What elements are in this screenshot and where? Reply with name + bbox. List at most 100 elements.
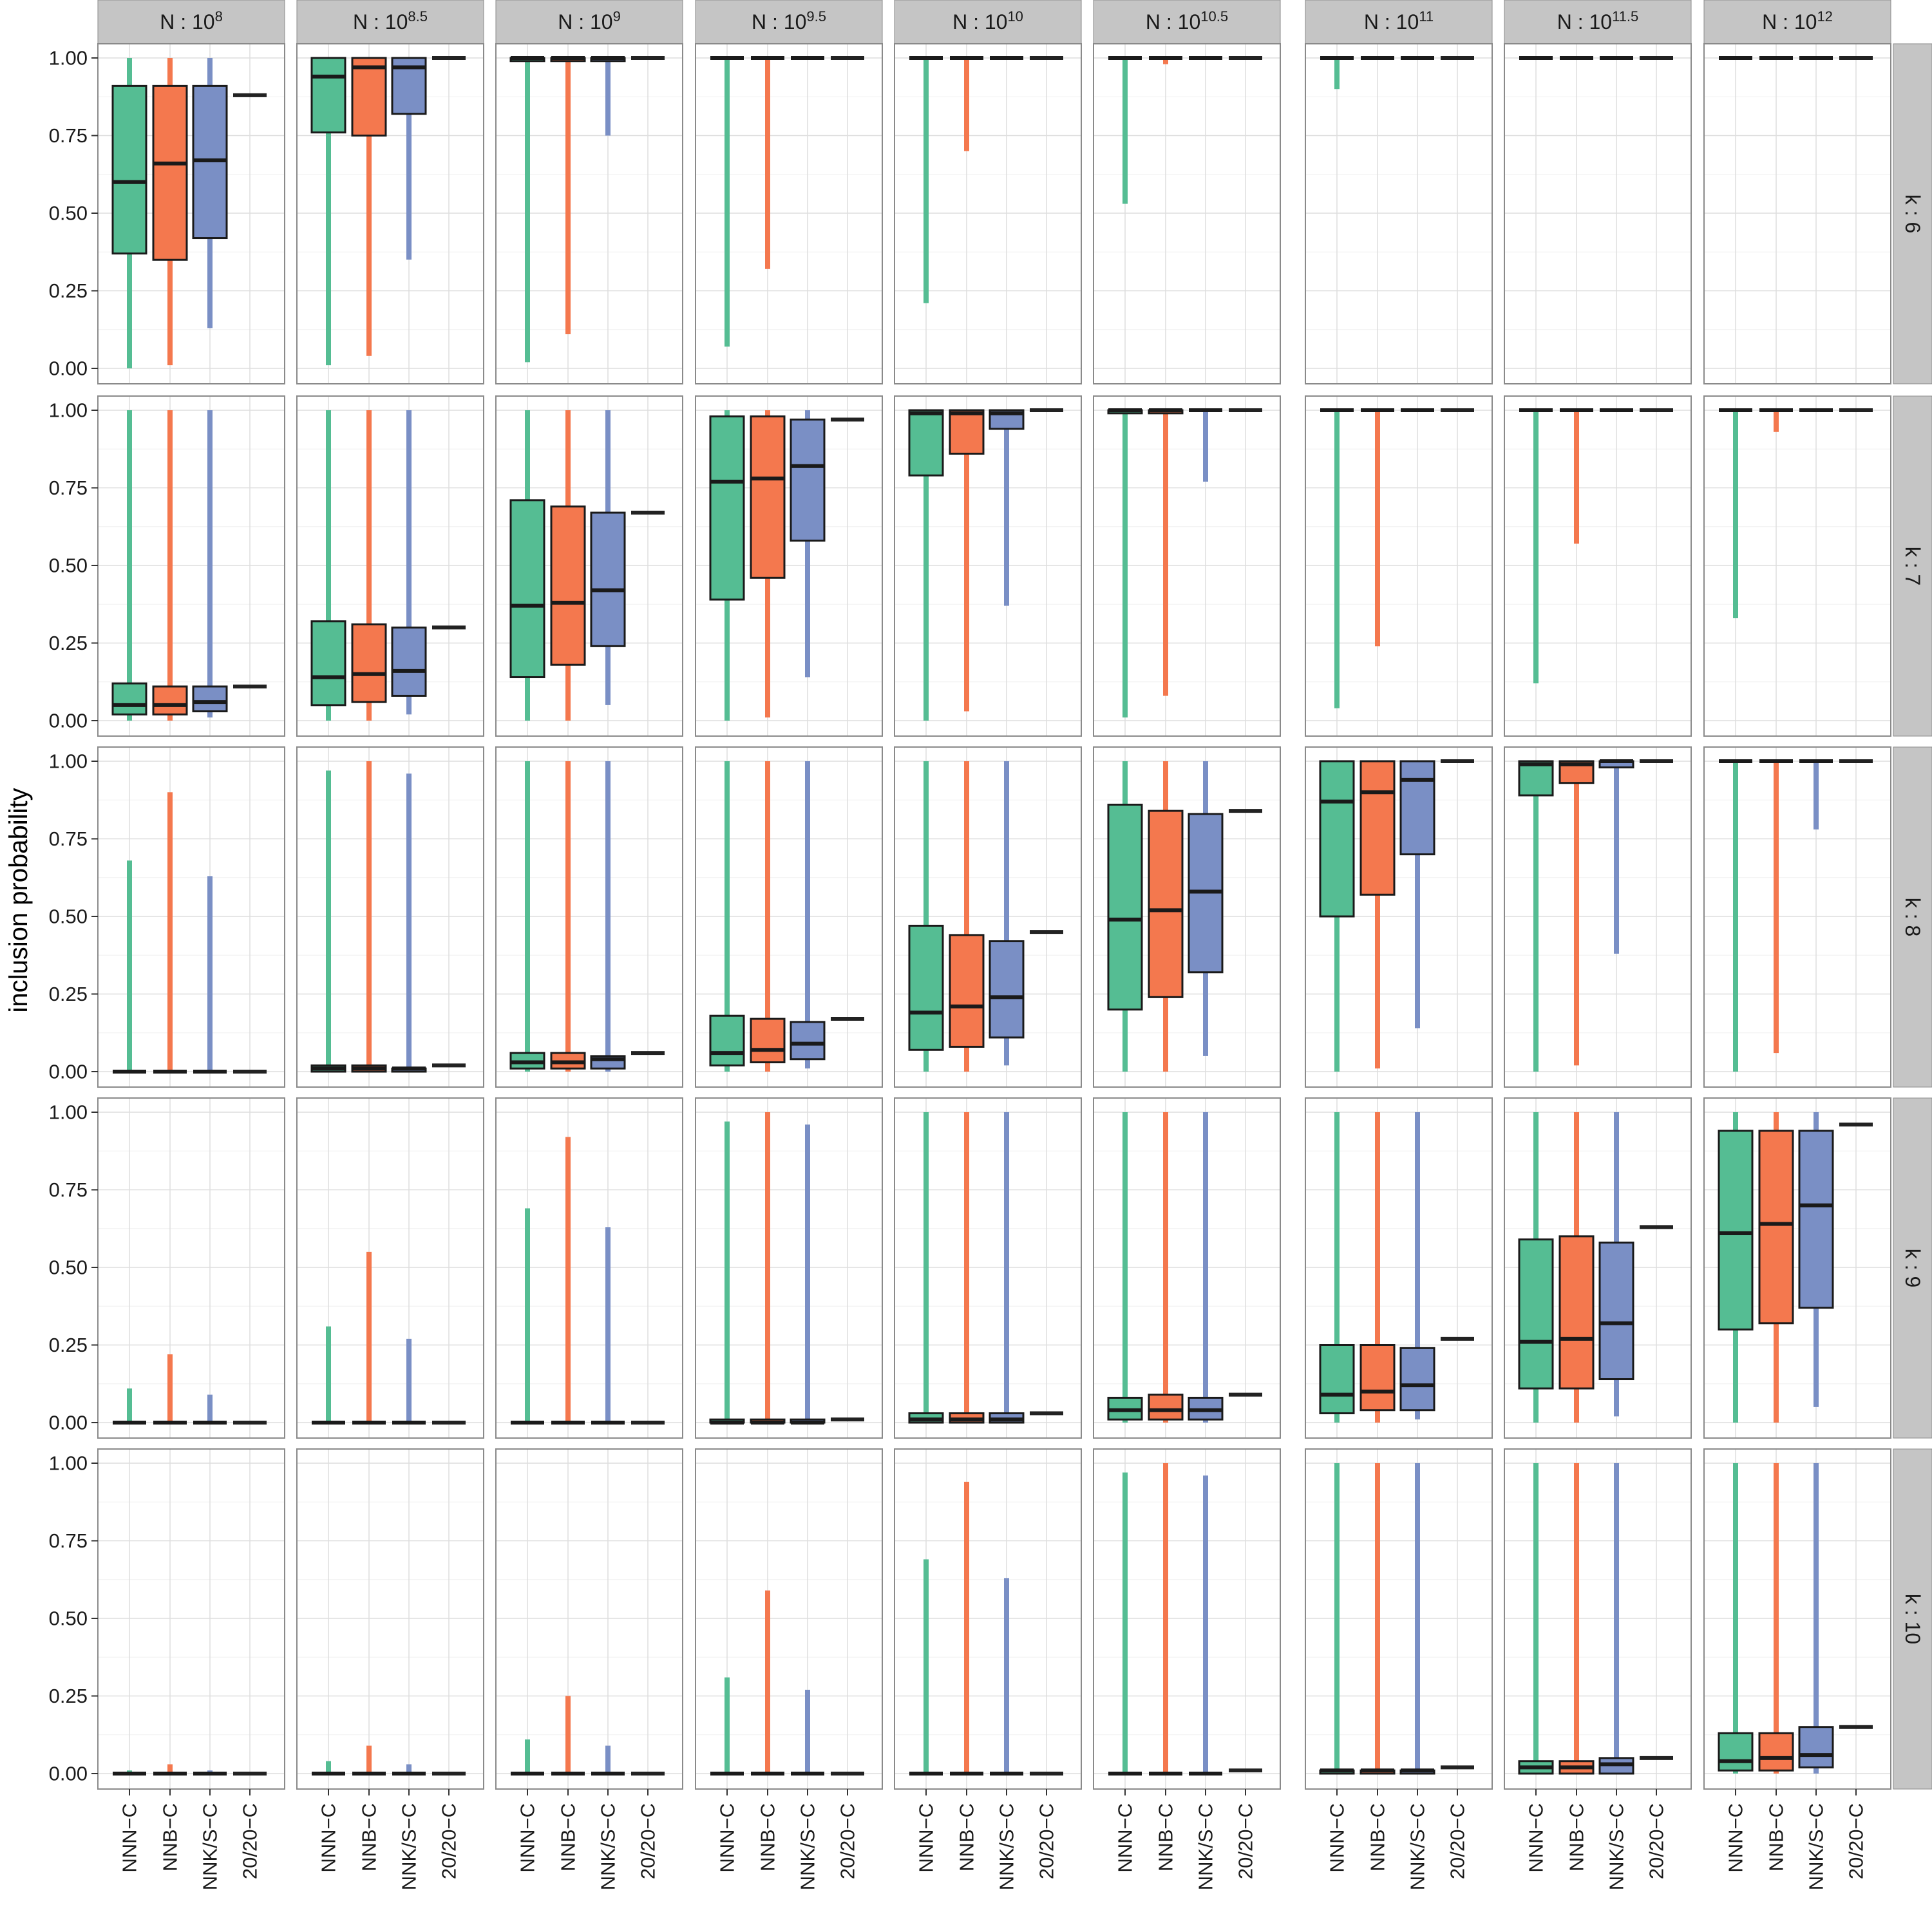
panel-background xyxy=(98,747,285,1087)
x-tick-label: 20/20−C xyxy=(637,1803,659,1879)
box xyxy=(709,1014,745,1066)
panel-border xyxy=(695,746,883,1088)
x-tick-label: NNN−C xyxy=(317,1803,340,1873)
column-strip-label: N : 109 xyxy=(558,8,621,33)
row-strip-label: k : 9 xyxy=(1901,1249,1924,1287)
panel xyxy=(1504,1448,1692,1790)
panel xyxy=(894,746,1082,1088)
panel-border xyxy=(1305,43,1493,384)
box xyxy=(1758,1130,1794,1325)
box xyxy=(908,409,944,477)
box xyxy=(152,685,188,715)
column-strip: N : 1011.5 xyxy=(1504,0,1692,44)
panel-border xyxy=(894,43,1082,384)
box xyxy=(750,1018,786,1064)
box xyxy=(1798,1726,1834,1768)
panel-border xyxy=(1305,395,1493,737)
y-axis-title: inclusion probability xyxy=(5,788,33,1012)
panel-background xyxy=(1504,747,1691,1087)
x-tick-label: NNB−C xyxy=(1765,1803,1788,1871)
row-strip-label: k : 7 xyxy=(1901,547,1924,585)
y-tick-label: 0.50 xyxy=(49,202,88,225)
x-tick-label: NNK/S−C xyxy=(996,1803,1018,1890)
x-tick-label: 20/20−C xyxy=(1446,1803,1469,1879)
panel-border xyxy=(1305,1448,1493,1790)
box xyxy=(1558,1235,1595,1390)
x-tick-label: NNK/S−C xyxy=(797,1803,819,1890)
box xyxy=(1718,1732,1754,1772)
panel xyxy=(1093,1448,1281,1790)
column-strip-bg xyxy=(894,0,1082,44)
box xyxy=(192,685,228,713)
panel xyxy=(1305,1097,1493,1439)
panel-border xyxy=(695,1448,883,1790)
column-strip-label: N : 1010 xyxy=(952,8,1023,33)
panel xyxy=(296,746,484,1088)
x-tick-label: NNN−C xyxy=(1525,1803,1548,1873)
panel xyxy=(97,1097,285,1439)
panel-background xyxy=(895,1449,1081,1789)
box xyxy=(790,1021,826,1061)
column-strip: N : 1011 xyxy=(1305,0,1493,44)
panel xyxy=(894,1448,1082,1790)
row-strip-bg xyxy=(1893,395,1932,737)
panel-border xyxy=(894,395,1082,737)
panel xyxy=(296,1097,484,1439)
panel xyxy=(894,395,1082,737)
panel xyxy=(495,746,683,1088)
y-tick-label: 0.25 xyxy=(49,1334,88,1356)
box xyxy=(709,415,745,601)
box xyxy=(790,418,826,542)
panel-border xyxy=(1504,1097,1692,1439)
panel xyxy=(97,395,285,737)
column-strip-label: N : 1010.5 xyxy=(1146,8,1228,33)
x-axis: NNN−C NNB−C NNK/S−C 20/20−C NNN−C NNB−C NNK/S−… xyxy=(118,1789,1868,1890)
x-tick-label: NNN−C xyxy=(1114,1803,1137,1873)
panel-border xyxy=(495,1448,683,1790)
panel xyxy=(1093,1097,1281,1439)
box xyxy=(1359,760,1396,896)
y-tick-label: 0.50 xyxy=(49,1256,88,1279)
box xyxy=(1518,760,1554,797)
y-tick-label: 0.75 xyxy=(49,828,88,850)
panel-background xyxy=(98,1449,285,1789)
x-tick-label: NNN−C xyxy=(516,1803,539,1873)
x-tick-label: 20/20−C xyxy=(1845,1803,1868,1879)
panel-border xyxy=(1093,395,1281,737)
panel-border xyxy=(296,746,484,1088)
x-tick-label: 20/20−C xyxy=(1235,1803,1257,1879)
panel-background xyxy=(696,1449,882,1789)
panel-background xyxy=(1305,396,1492,736)
panel xyxy=(495,395,683,737)
panel-border xyxy=(1093,746,1281,1088)
x-tick-label: 20/20−C xyxy=(1645,1803,1668,1879)
box xyxy=(1718,1130,1754,1331)
column-strip-label: N : 1011 xyxy=(1364,8,1434,33)
panel-border xyxy=(1504,395,1692,737)
box xyxy=(111,84,147,255)
y-tick-label: 0.00 xyxy=(49,357,88,380)
panels xyxy=(97,43,1891,1790)
box xyxy=(1359,1344,1396,1412)
y-tick-label: 0.00 xyxy=(49,1763,88,1785)
column-strip: N : 108 xyxy=(97,0,285,44)
y-tick-label: 0.25 xyxy=(49,632,88,654)
x-tick-label: NNB−C xyxy=(757,1803,779,1871)
box xyxy=(949,934,985,1048)
panel-border xyxy=(695,395,883,737)
panel xyxy=(695,1448,883,1790)
panel-border xyxy=(894,1448,1082,1790)
panel xyxy=(1504,43,1692,384)
y-tick-label: 0.75 xyxy=(49,1530,88,1552)
column-strip: N : 1010 xyxy=(894,0,1082,44)
panel-border xyxy=(1703,746,1891,1088)
row-strips: k : 6 k : 7 k : 8 k : 9 k : 10 xyxy=(1893,43,1932,1790)
panel-background xyxy=(1094,1449,1280,1789)
y-tick-label: 0.75 xyxy=(49,477,88,499)
column-strip: N : 109 xyxy=(495,0,683,44)
x-tick-label: NNN−C xyxy=(716,1803,739,1873)
y-tick-label: 0.50 xyxy=(49,554,88,577)
panel xyxy=(1305,746,1493,1088)
column-strip: N : 109.5 xyxy=(695,0,883,44)
panel xyxy=(1504,1097,1692,1439)
